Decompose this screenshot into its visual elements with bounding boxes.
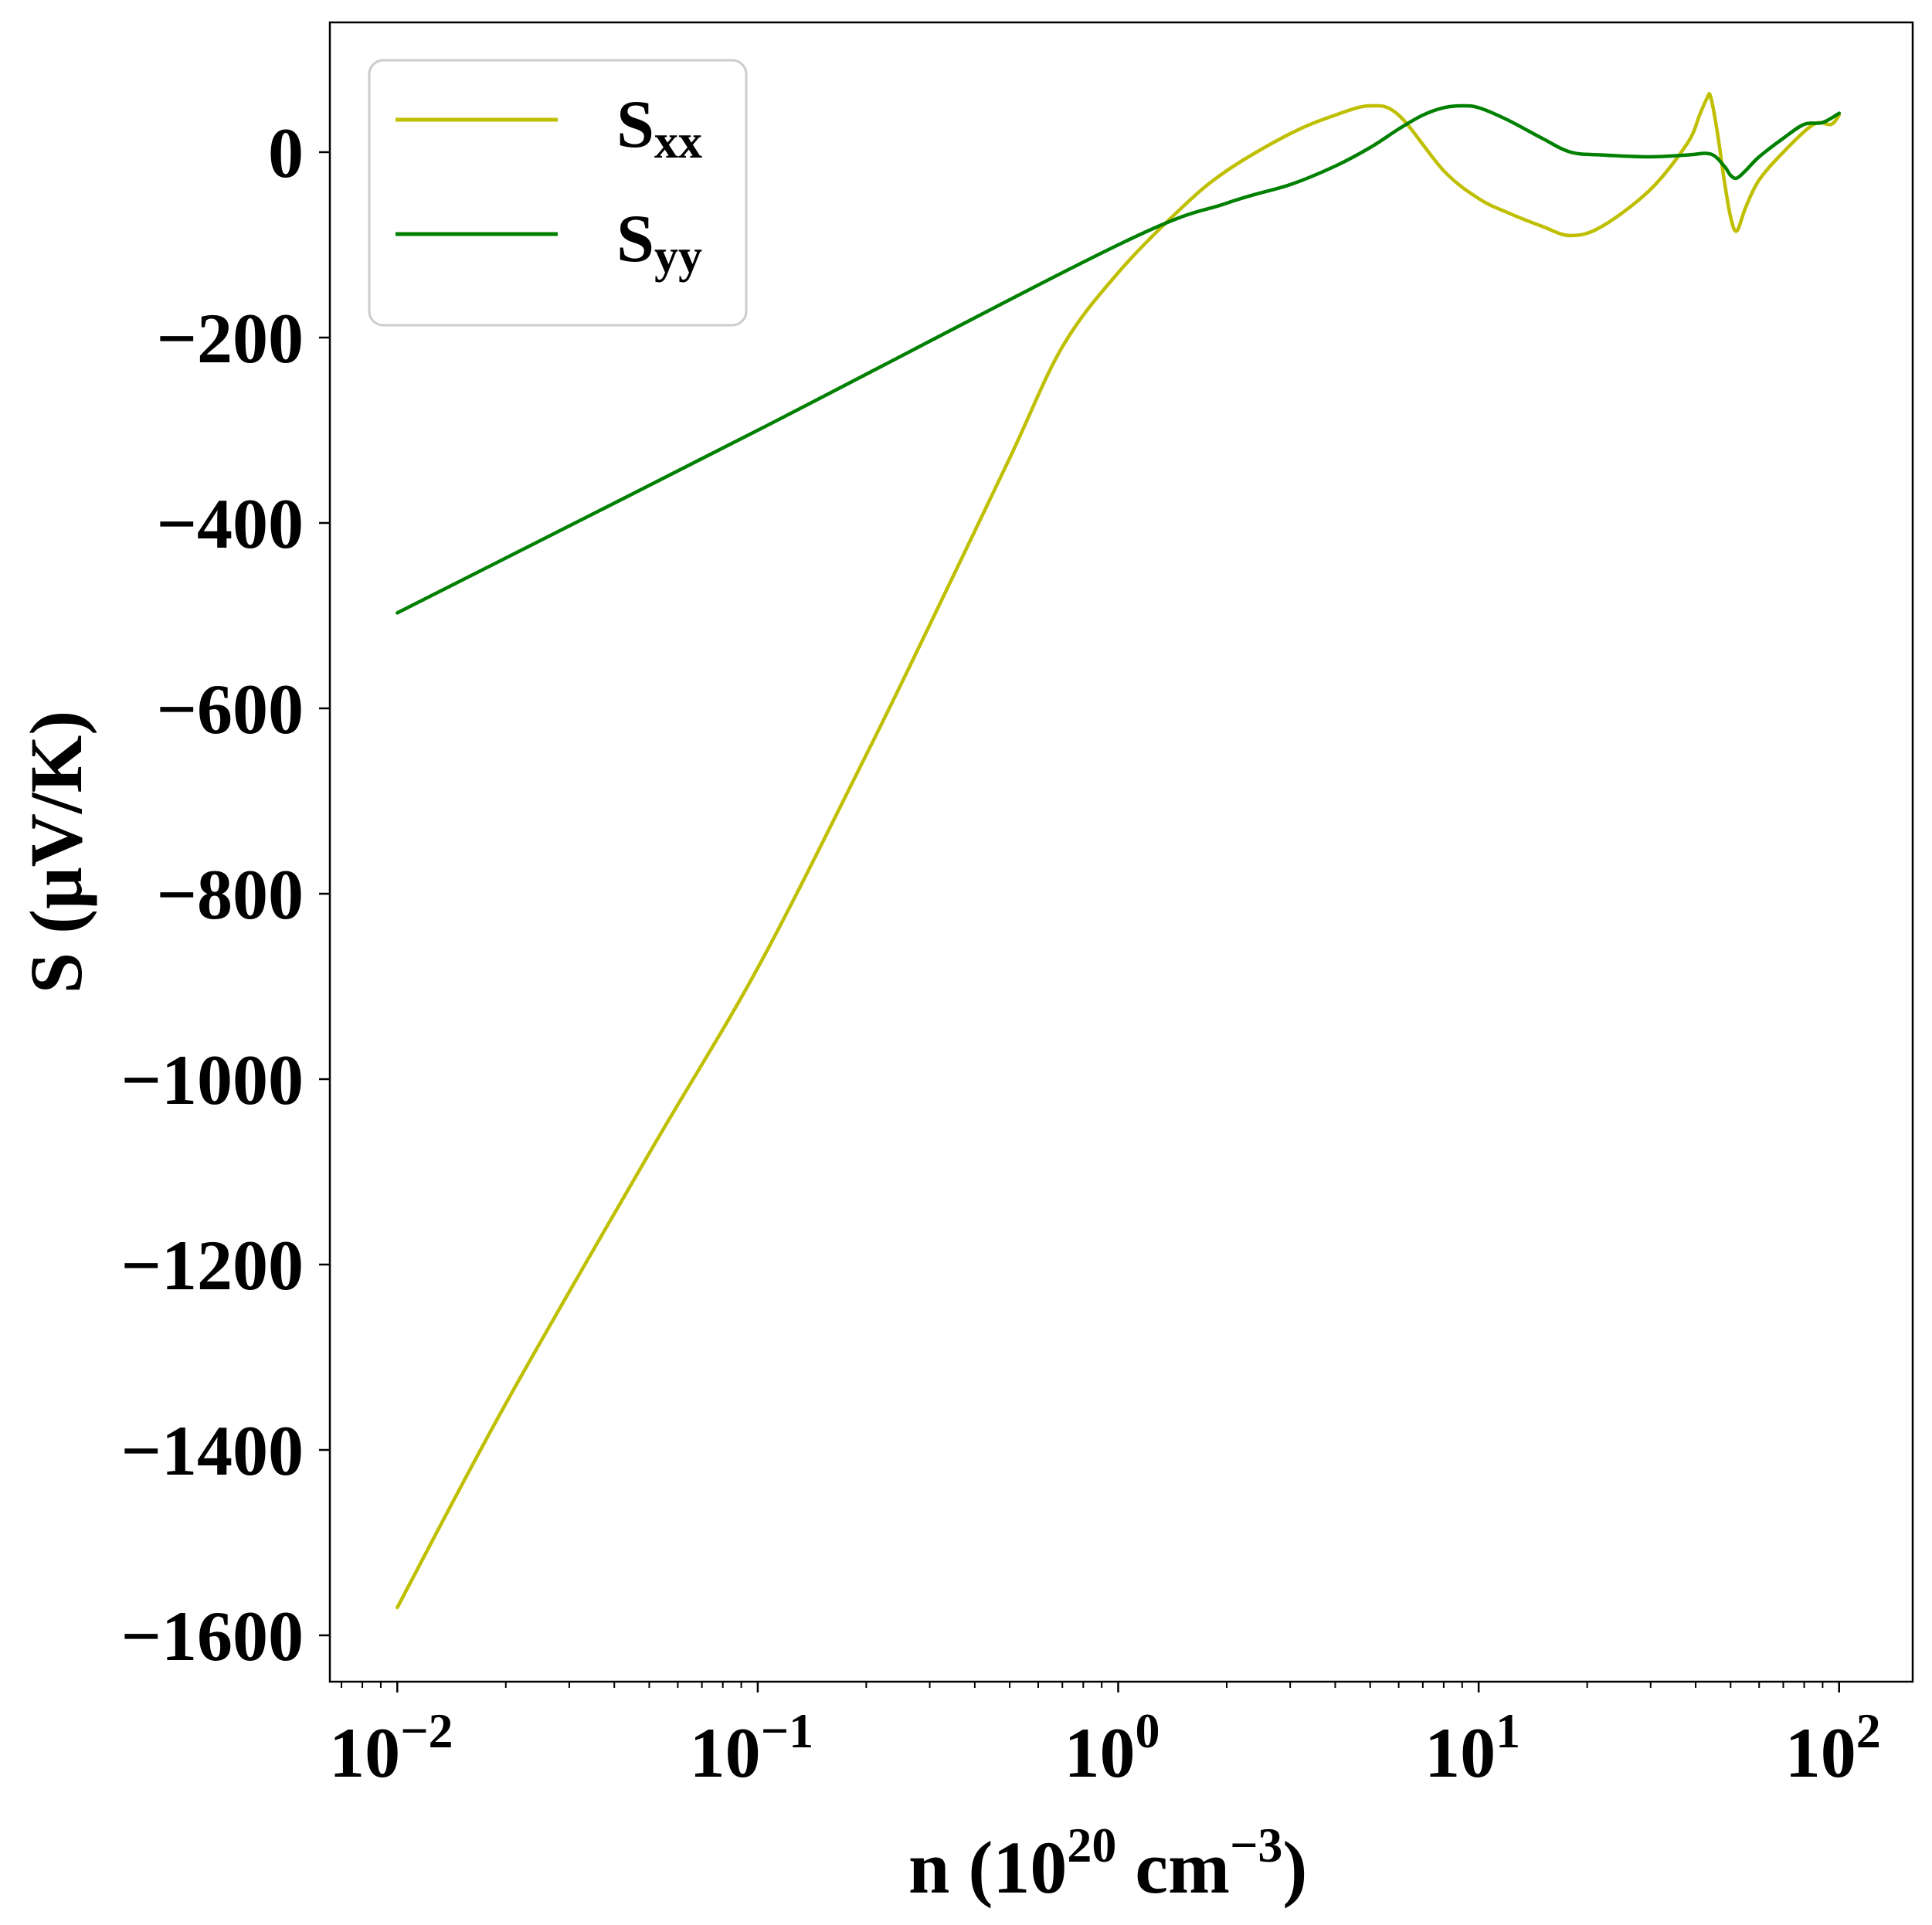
legend: Sxx Syy <box>368 59 748 327</box>
y-tick-label: −200 <box>157 299 304 378</box>
series-line-syy <box>396 104 1842 615</box>
y-tick-label: 0 <box>268 114 304 192</box>
y-axis-label: S (μV/K) <box>15 711 97 993</box>
legend-label-syy: Syy <box>616 202 702 283</box>
series-line-sxx <box>396 92 1842 1610</box>
y-tick-label: −1200 <box>121 1226 304 1305</box>
series-layer <box>396 92 1842 1610</box>
x-tick-label: 10−1 <box>690 1703 813 1792</box>
ticks-layer: 0 −200 −400 −600 −800 −1000 −1200 −1400 −1600 10−… <box>121 114 1881 1792</box>
x-tick-label: 100 <box>1064 1703 1160 1792</box>
y-tick-label: −400 <box>157 484 304 563</box>
legend-label-sxx: Sxx <box>616 87 702 168</box>
y-tick-label: −600 <box>157 670 304 749</box>
legend-box <box>368 59 748 327</box>
y-tick-label: −1600 <box>121 1597 304 1675</box>
x-tick-label: 101 <box>1424 1703 1520 1792</box>
x-axis-label: n (1020 cm−3) <box>908 1818 1307 1909</box>
plot-frame <box>328 21 1914 1683</box>
y-tick-label: −1400 <box>121 1411 304 1490</box>
x-tick-label: 10−2 <box>329 1703 453 1792</box>
y-tick-label: −800 <box>157 855 304 934</box>
y-tick-label: −1000 <box>121 1041 304 1119</box>
x-tick-label: 102 <box>1785 1703 1881 1792</box>
